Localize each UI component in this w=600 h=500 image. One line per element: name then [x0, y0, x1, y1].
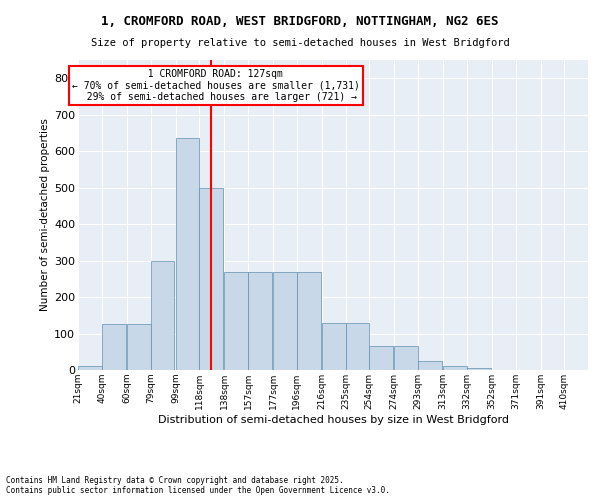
Bar [346, 322, 369, 370]
Text: 1, CROMFORD ROAD, WEST BRIDGFORD, NOTTINGHAM, NG2 6ES: 1, CROMFORD ROAD, WEST BRIDGFORD, NOTTIN… [101, 15, 499, 28]
Text: Size of property relative to semi-detached houses in West Bridgford: Size of property relative to semi-detach… [91, 38, 509, 48]
Text: Contains HM Land Registry data © Crown copyright and database right 2025.
Contai: Contains HM Land Registry data © Crown c… [6, 476, 390, 495]
Bar [443, 366, 467, 370]
Bar [394, 346, 418, 370]
Bar [78, 366, 102, 370]
Bar [467, 368, 491, 370]
Bar [176, 138, 199, 370]
Bar [418, 361, 442, 370]
Bar [322, 322, 346, 370]
Bar [151, 260, 174, 370]
X-axis label: Distribution of semi-detached houses by size in West Bridgford: Distribution of semi-detached houses by … [157, 414, 509, 424]
Bar [102, 324, 125, 370]
Y-axis label: Number of semi-detached properties: Number of semi-detached properties [40, 118, 50, 312]
Bar [224, 272, 248, 370]
Bar [248, 272, 272, 370]
Bar [127, 324, 151, 370]
Bar [273, 272, 297, 370]
Bar [297, 272, 320, 370]
Bar [369, 346, 393, 370]
Bar [199, 188, 223, 370]
Text: 1 CROMFORD ROAD: 127sqm  
← 70% of semi-detached houses are smaller (1,731)
  29: 1 CROMFORD ROAD: 127sqm ← 70% of semi-de… [72, 70, 359, 102]
